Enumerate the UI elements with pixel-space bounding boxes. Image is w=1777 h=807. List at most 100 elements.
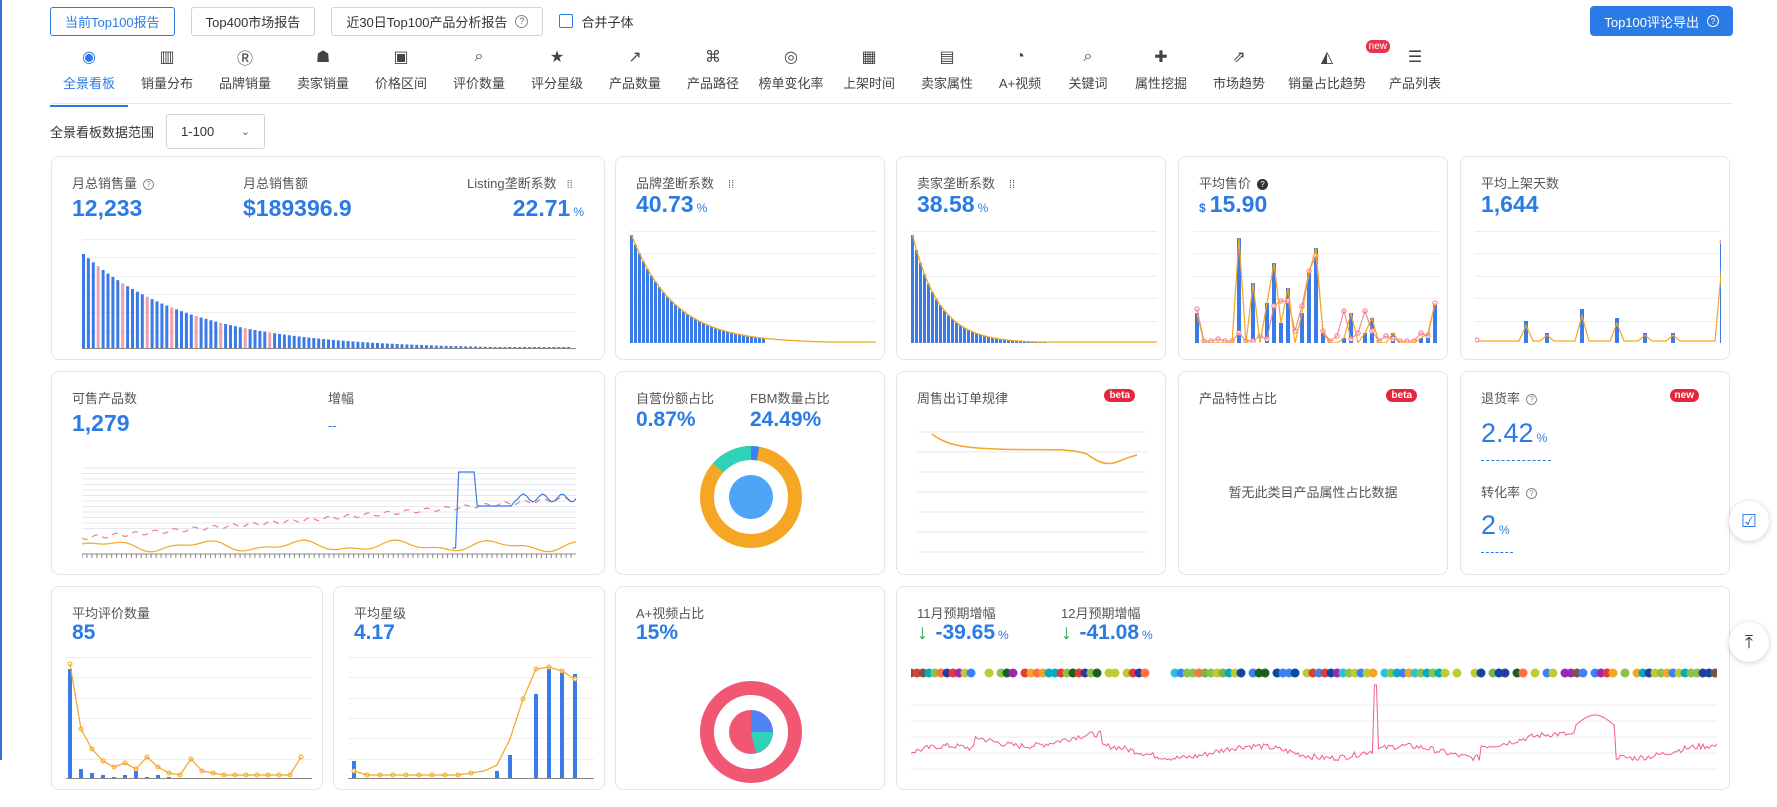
tab-market[interactable]: ⇗ 市场趋势 — [1200, 46, 1278, 103]
sales-bar — [474, 346, 477, 349]
distribution-bar — [947, 315, 950, 343]
self-ops-donut-segment — [750, 446, 760, 461]
tab-bar-chart[interactable]: ▥ 销量分布 — [128, 46, 206, 103]
avg-price-value: $15.90 — [1199, 191, 1267, 218]
tab-area-chart[interactable]: ◭ 销量占比趋势 new — [1278, 40, 1390, 103]
export-reviews-button[interactable]: Top100评论导出? — [1590, 6, 1733, 36]
tab-price-tag[interactable]: ▣ 价格区间 — [362, 46, 440, 103]
distribution-bar — [634, 244, 637, 343]
tab-pie[interactable]: ◔ A+视频 — [986, 46, 1054, 103]
tab-trend[interactable]: ↗ 产品数量 — [596, 46, 674, 103]
checklist-float-button[interactable]: ☑ — [1729, 501, 1769, 541]
distribution-bar — [935, 299, 938, 343]
avg-stars-value: 4.17 — [354, 621, 395, 644]
current-top100-report-button[interactable]: 当前Top100报告 — [50, 6, 175, 36]
sales-bar — [238, 327, 242, 349]
tab-puzzle[interactable]: ✚ 属性挖掘 — [1122, 46, 1200, 103]
tab-rate[interactable]: ◎ 榜单变化率 — [752, 46, 830, 103]
listing-monopoly-text: Listing垄断系数 — [467, 176, 557, 191]
sales-bar — [145, 296, 149, 349]
distribution-bar — [702, 323, 705, 343]
stars-chart — [348, 657, 594, 779]
sales-bar — [282, 334, 286, 349]
back-to-top-button[interactable]: ⤒ — [1729, 622, 1769, 662]
monthly-units-value: 12,233 — [72, 195, 143, 221]
help-icon[interactable]: ? — [1526, 488, 1538, 499]
price-bar — [1342, 338, 1346, 343]
tab-sitemap[interactable]: ⌘ 产品路径 — [674, 46, 752, 103]
price-tag-icon: ▣ — [393, 49, 409, 66]
distribution-bar — [754, 337, 757, 343]
seller-icon: ☗ — [315, 49, 331, 66]
help-icon[interactable]: ? — [1257, 179, 1269, 190]
sales-bar — [116, 280, 120, 349]
weekly-orders-line — [931, 433, 1138, 465]
sales-bar — [111, 276, 115, 349]
distribution-bar — [931, 292, 934, 343]
legend-dot — [1110, 668, 1120, 678]
sales-bar — [483, 346, 487, 349]
percent-unit: % — [1536, 431, 1548, 445]
distribution-bar — [714, 328, 717, 343]
sales-bar — [101, 269, 105, 349]
top400-market-report-button[interactable]: Top400市场报告 — [190, 6, 316, 36]
sales-bar — [488, 346, 492, 349]
days-bar — [1720, 243, 1721, 343]
distribution-bar — [722, 330, 725, 343]
tab-list[interactable]: ☰ 产品列表 — [1376, 46, 1454, 103]
legend-dot — [1476, 668, 1486, 678]
tab-keyword[interactable]: ⌕ 关键词 — [1054, 46, 1122, 103]
export-label: Top100评论导出 — [1604, 14, 1699, 30]
tab-review-search[interactable]: ⌕ 评价数量 — [440, 46, 518, 103]
sales-bar — [194, 316, 198, 349]
tab-calendar[interactable]: ▦ 上架时间 — [830, 46, 908, 103]
legend-dot — [1440, 668, 1450, 678]
help-icon[interactable]: ? — [515, 14, 529, 28]
info-icon[interactable]: ⁞⁞ — [728, 179, 735, 191]
conversion-rate-value: 2% — [1481, 510, 1510, 541]
sales-bar — [258, 330, 262, 349]
tab-brand-r[interactable]: Ⓡ 品牌销量 — [206, 46, 284, 103]
distribution-bar — [650, 275, 653, 343]
help-icon[interactable]: ? — [143, 179, 155, 190]
distribution-bar — [674, 304, 677, 343]
tab-label: 价格区间 — [374, 76, 427, 91]
sales-bar — [189, 314, 193, 349]
sales-bar — [361, 342, 365, 349]
nov-growth-label: 11月预期增幅 — [917, 606, 996, 621]
tab-star[interactable]: ★ 评分星级 — [518, 46, 596, 103]
sales-bar — [376, 343, 379, 349]
sales-bar — [175, 309, 179, 349]
sales-bar — [317, 338, 321, 349]
info-icon[interactable]: ⁞⁞ — [1009, 179, 1016, 191]
checkbox-box[interactable] — [559, 14, 574, 28]
conversion-rate-number: 2 — [1481, 510, 1497, 540]
distribution-bar — [742, 335, 745, 343]
calendar-icon: ▦ — [861, 49, 877, 66]
data-range-select[interactable]: 1-100 ⌄ — [166, 114, 266, 149]
legend-dot — [1518, 668, 1528, 678]
forecast-card: 11月预期增幅 ↓ -39.65% 12月预期增幅 ↓ -41.08% — [896, 586, 1730, 790]
distribution-bar — [991, 337, 994, 343]
distribution-curve — [911, 234, 1157, 343]
sales-bar — [459, 346, 463, 349]
help-icon[interactable]: ? — [1526, 394, 1538, 405]
tab-seller[interactable]: ☗ 卖家销量 — [284, 46, 362, 103]
brand-distribution-chart — [630, 231, 876, 343]
sales-bar — [454, 346, 458, 349]
sales-bar — [351, 341, 355, 349]
sales-bar — [307, 337, 311, 349]
30day-top100-report-button[interactable]: 近30日Top100产品分析报告? — [331, 6, 544, 36]
avg-days-value: 1,644 — [1481, 191, 1539, 217]
tab-dashboard[interactable]: ◉ 全景看板 — [50, 46, 128, 107]
sitemap-icon: ⌘ — [705, 49, 721, 66]
sales-bar — [346, 341, 350, 349]
price-chart — [1193, 231, 1439, 343]
reviews-bar — [90, 773, 94, 779]
info-icon[interactable]: ⁞⁞ — [566, 179, 573, 191]
sales-bar — [371, 342, 375, 349]
merge-variants-checkbox[interactable]: 合并子体 — [559, 12, 633, 31]
sales-bar — [322, 339, 326, 349]
tab-store[interactable]: ▤ 卖家属性 — [908, 46, 986, 103]
days-line — [1477, 267, 1721, 342]
